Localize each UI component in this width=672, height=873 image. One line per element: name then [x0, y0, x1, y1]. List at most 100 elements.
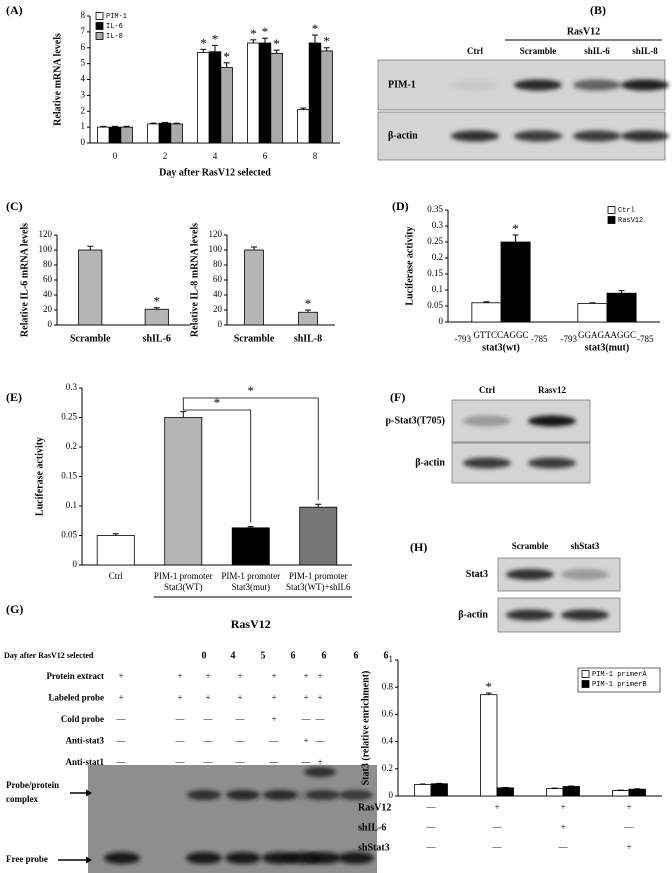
row-label: p-Stat3(T705): [386, 415, 445, 426]
condition-value: +: [560, 802, 565, 812]
bar: [480, 694, 498, 797]
row-label: β-actin: [458, 609, 488, 620]
y-tick-label: 4: [81, 74, 86, 84]
y-tick-label: 60: [213, 274, 223, 284]
lane-label: Ctrl: [467, 46, 483, 56]
emsa-value: +: [118, 693, 123, 703]
y-tick-label: 60: [43, 274, 53, 284]
emsa-value: —: [116, 757, 127, 767]
panel-label: (B): [590, 3, 606, 17]
y-tick-label: 80: [43, 259, 53, 269]
gel-band: [225, 852, 261, 864]
emsa-value: —: [235, 714, 246, 724]
y-tick-label: 8: [81, 10, 86, 20]
gel-band: [187, 790, 221, 800]
blot-band: [561, 609, 609, 621]
blot-band: [621, 79, 669, 91]
comparison-label: *: [248, 383, 255, 398]
y-tick-label: 0.25: [61, 412, 77, 422]
emsa-value: —: [203, 757, 214, 767]
y-tick-label: 0.2: [66, 441, 77, 451]
bar: [308, 42, 322, 144]
gel-band: [305, 852, 341, 864]
y-tick-label: 7: [81, 26, 86, 36]
emsa-row-label: Cold probe: [61, 714, 104, 724]
condition-label: shIL-6: [358, 822, 386, 833]
condition-value: +: [494, 802, 499, 812]
x-tick-label: Ctrl: [109, 571, 124, 581]
row-label: β-actin: [388, 130, 418, 141]
condition-value: +: [626, 802, 631, 812]
significance: *: [323, 34, 330, 49]
emsa-value: —: [301, 757, 312, 767]
bar: [606, 292, 637, 323]
bar: [120, 126, 133, 144]
bar: [320, 50, 333, 144]
bar: [158, 122, 172, 144]
bar: [628, 788, 646, 797]
y-tick-label: 3: [81, 89, 86, 99]
emsa-value: —: [269, 757, 280, 767]
significance: *: [250, 26, 257, 41]
emsa-value: +: [271, 671, 276, 681]
y-tick-label: 0.3: [432, 220, 444, 230]
lane-label: shIL-6: [584, 46, 610, 56]
x-tick-label: Scramble: [70, 333, 111, 344]
bar: [471, 302, 502, 323]
y-axis-label: Stat3 (relative enrichment): [360, 671, 371, 786]
legend-swatch: [95, 32, 104, 40]
condition-label: shStat3: [358, 842, 390, 853]
bar: [208, 51, 222, 144]
condition-value: —: [624, 822, 635, 832]
y-tick-label: 0.2: [432, 252, 443, 262]
y-tick-label: 0.2: [382, 763, 393, 773]
y-tick-label: 5: [81, 58, 86, 68]
lane-label: shIL-8: [632, 46, 658, 56]
y-tick-label: 2: [81, 105, 86, 115]
y-tick-label: 100: [39, 244, 53, 254]
y-tick-label: 40: [43, 289, 53, 299]
legend-label: Ctrl: [618, 207, 635, 215]
x-tick-label: 8: [313, 151, 318, 161]
sequence-label: GGAGAAGGC: [578, 330, 636, 340]
emsa-value: —: [116, 714, 127, 724]
emsa-value: —: [116, 736, 127, 746]
emsa-value: +: [237, 671, 242, 681]
bar: [97, 126, 110, 144]
x-tick-label: PIM-1 promoter: [221, 571, 280, 581]
significance: *: [200, 35, 207, 50]
bar: [197, 52, 210, 144]
condition-value: —: [558, 842, 569, 852]
y-tick-label: 120: [39, 229, 53, 239]
row-label: Stat3: [466, 569, 488, 580]
emsa-lane: 0: [202, 650, 207, 661]
y-tick-label: 1: [81, 121, 86, 131]
x-tick-label: shIL-6: [143, 333, 171, 344]
legend-swatch: [95, 12, 104, 20]
emsa-value: —: [235, 757, 246, 767]
gel-band: [186, 852, 222, 864]
bar: [577, 303, 608, 323]
significance: *: [154, 294, 161, 309]
blot-band: [528, 415, 576, 427]
bar: [430, 783, 448, 797]
x-tick-label: PIM-1 promoter: [289, 571, 348, 581]
legend-swatch: [95, 22, 104, 30]
legend-label: PIM-1 primerB: [592, 681, 647, 689]
emsa-value: +: [317, 757, 322, 767]
panel-label: (H): [410, 540, 427, 554]
bar: [220, 67, 233, 144]
y-axis-label: Luciferase activity: [404, 226, 415, 305]
x-tick-label: 2: [163, 151, 168, 161]
gel-band-label: Probe/protein: [6, 780, 59, 790]
bar: [144, 308, 169, 326]
y-tick-label: 0: [439, 316, 444, 326]
significance: *: [212, 31, 219, 46]
bar: [147, 123, 160, 144]
condition-value: —: [426, 842, 437, 852]
emsa-value: +: [271, 714, 276, 724]
x-tick-label: stat3(mut): [585, 342, 629, 353]
comparison-bracket: [182, 407, 252, 523]
arrow-head: [86, 856, 92, 864]
legend-label: PIM-1 primerA: [592, 671, 647, 679]
